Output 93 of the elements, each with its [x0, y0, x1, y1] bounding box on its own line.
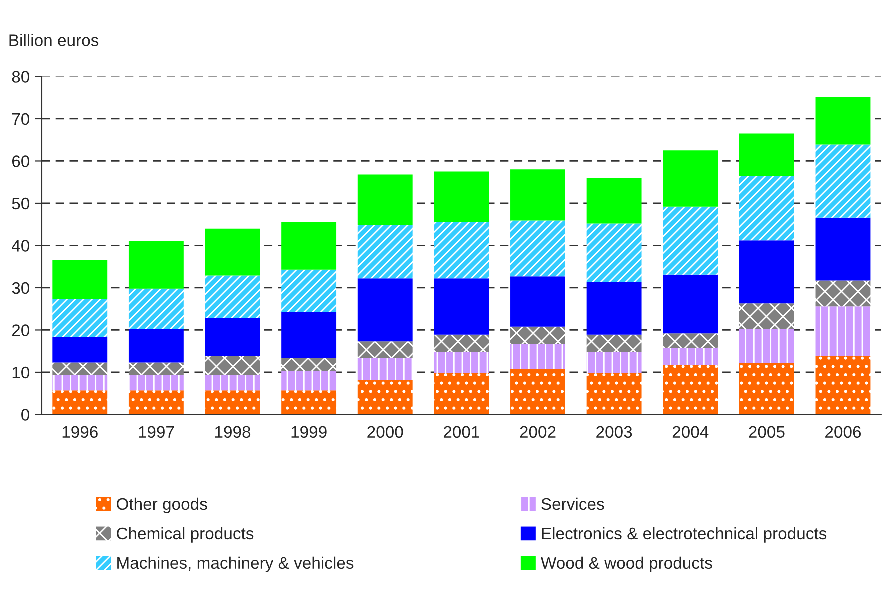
bar	[663, 334, 718, 348]
bar	[128, 390, 184, 415]
bar	[282, 371, 337, 391]
bar	[586, 224, 642, 282]
x-tick-label: 1996	[62, 426, 98, 438]
bar	[128, 329, 184, 363]
bar	[739, 304, 794, 330]
x-tick-label: 2001	[444, 426, 480, 438]
y-tick-label: 60	[12, 156, 30, 168]
bar	[586, 352, 642, 374]
bar	[205, 276, 260, 318]
x-tick-label: 2005	[749, 426, 785, 438]
bar	[586, 373, 642, 415]
bar	[434, 352, 490, 374]
bar	[586, 282, 642, 335]
bar	[510, 220, 566, 277]
bar	[510, 344, 566, 370]
bar	[816, 356, 871, 415]
legend-label: Electronics & electrotechnical products	[542, 527, 827, 543]
bar	[816, 280, 871, 307]
bar	[739, 176, 794, 241]
bar	[52, 390, 108, 415]
y-tick-label: 20	[12, 324, 30, 336]
bar	[128, 288, 184, 330]
bar	[510, 326, 566, 344]
bar	[358, 342, 413, 359]
bar	[52, 375, 108, 391]
bar	[739, 363, 794, 415]
bar	[816, 144, 871, 218]
legend-label: Wood & wood products	[540, 556, 712, 572]
bar	[586, 334, 642, 352]
bar	[663, 274, 718, 334]
bar	[205, 228, 260, 276]
x-tick-label: 2000	[368, 426, 404, 438]
bar	[282, 312, 337, 359]
bar	[205, 356, 260, 376]
bar	[434, 278, 490, 335]
legend-label: Chemical products	[117, 527, 254, 543]
x-tick-label: 2004	[672, 426, 709, 438]
bar	[586, 178, 642, 224]
bar	[739, 329, 794, 364]
bar	[282, 222, 337, 270]
bar	[282, 270, 337, 312]
bar	[434, 172, 490, 222]
bar	[128, 242, 184, 289]
bar	[510, 276, 566, 327]
y-tick-label: 50	[12, 198, 30, 210]
x-tick-label: 2002	[520, 426, 556, 438]
bar	[52, 337, 108, 363]
bar	[128, 375, 184, 391]
x-tick-label: 2003	[596, 426, 632, 438]
y-tick-label: 80	[12, 71, 30, 83]
bar	[128, 362, 184, 376]
bar	[52, 299, 108, 338]
y-tick-label: 0	[22, 409, 30, 421]
bar	[205, 375, 260, 391]
bar	[434, 222, 490, 279]
bar	[282, 358, 337, 372]
y-tick-label: 30	[12, 282, 30, 294]
legend-label: Services	[542, 498, 604, 510]
legend-label: Other goods	[116, 498, 208, 514]
legend-label: Machines, machinery & vehicles	[118, 556, 354, 572]
y-axis-title: Billion euros	[10, 34, 99, 46]
bar	[52, 362, 108, 376]
bar	[816, 218, 871, 281]
bar	[510, 370, 566, 415]
x-tick-label: 1998	[215, 426, 251, 438]
bar	[663, 365, 718, 415]
x-tick-label: 2006	[826, 426, 862, 438]
bar	[358, 174, 413, 226]
bar	[282, 390, 337, 415]
y-tick-label: 40	[12, 240, 30, 252]
bar	[205, 318, 260, 356]
bar	[358, 278, 413, 342]
y-tick-label: 10	[12, 366, 30, 379]
bar	[434, 334, 490, 352]
bar	[663, 150, 718, 207]
bar	[663, 206, 718, 275]
bar	[663, 348, 718, 366]
bar	[358, 380, 413, 415]
bar	[205, 390, 260, 415]
bar	[434, 373, 490, 415]
bar	[510, 170, 566, 221]
bar	[358, 225, 413, 279]
bar	[52, 260, 108, 300]
y-tick-label: 70	[12, 113, 30, 126]
bar	[739, 134, 794, 176]
bar	[739, 240, 794, 304]
bar	[816, 306, 871, 356]
bar	[358, 358, 413, 381]
bar	[816, 97, 871, 145]
x-tick-label: 1997	[139, 426, 174, 438]
x-tick-label: 1999	[292, 426, 327, 438]
